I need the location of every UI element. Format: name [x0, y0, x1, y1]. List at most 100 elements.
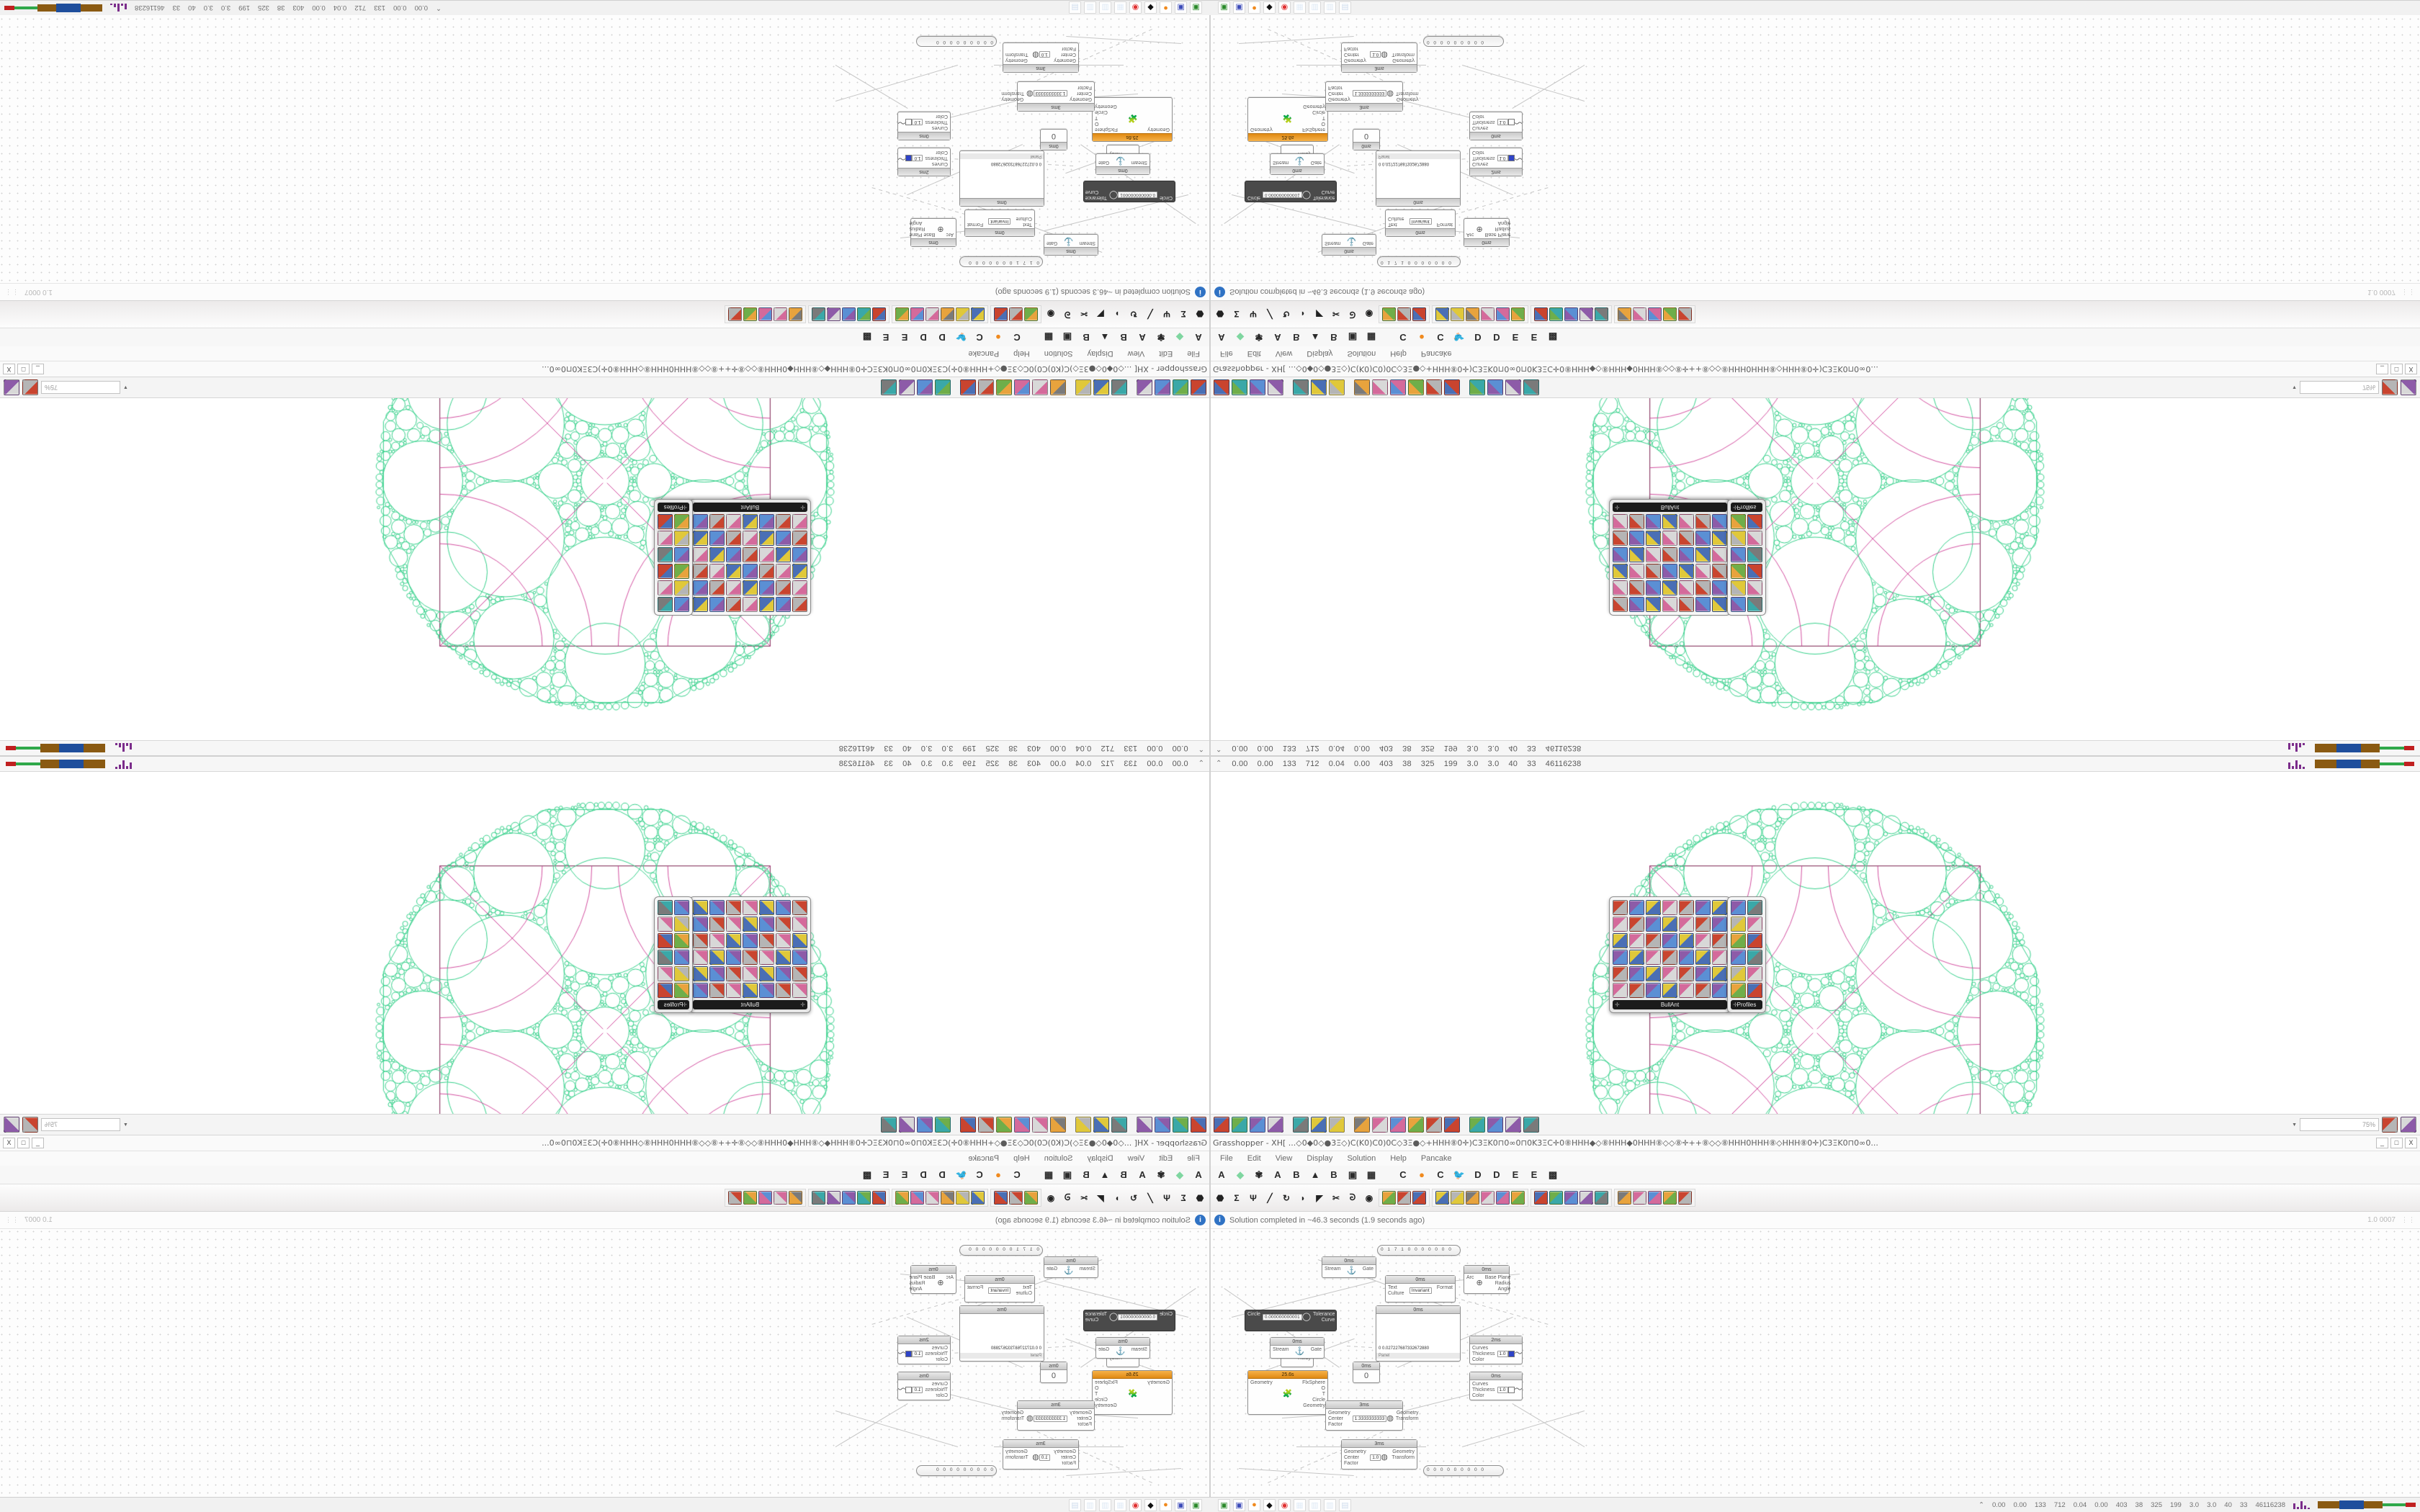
tab-sets-tab[interactable]: ✾	[1255, 1169, 1263, 1180]
open-icon[interactable]	[4, 379, 19, 395]
tab-display-tab[interactable]: C	[1399, 332, 1407, 343]
tab-lunchbox-tab[interactable]: 🐦	[1453, 1169, 1466, 1180]
rhino-display-toolbar[interactable]: ▼ 75%	[0, 1114, 1210, 1135]
ribbon-glyph-1[interactable]: Σ	[1234, 1192, 1240, 1203]
profile-tool-icon[interactable]	[1731, 900, 1746, 915]
gh-component-custom-preview-b[interactable]: 0ms Curves Thickness Color 1.0 〜	[1469, 1372, 1523, 1400]
bullant-tool-icon[interactable]	[1613, 597, 1628, 612]
bullant-tool-icon[interactable]	[759, 900, 774, 915]
output-param[interactable]: Curve	[1321, 1318, 1335, 1323]
bullant-tool-icon[interactable]	[1613, 580, 1628, 595]
bullant-tool-icon[interactable]	[1679, 900, 1694, 915]
bullant-tool-icon[interactable]	[709, 514, 725, 529]
bullant-tool-icon[interactable]	[726, 966, 741, 981]
bullant-tool-icon[interactable]	[1629, 580, 1644, 595]
grasshopper-ribbon[interactable]: ⬣ Σ Ψ ╱ ↻ ◗ ◤ ✂ ᘒ ◉	[1210, 300, 2420, 328]
bullant-tool-icon[interactable]	[693, 580, 708, 595]
tab-lunchbox-tab[interactable]: 🐦	[954, 1169, 967, 1180]
input-param[interactable]: Curves	[1472, 161, 1489, 166]
display-mode-icon-6[interactable]	[1075, 1117, 1091, 1133]
bullant-tool-icon[interactable]	[1646, 917, 1661, 932]
profiles-palette[interactable]: ✛ Profiles	[654, 499, 693, 616]
ribbon-component-icon[interactable]	[857, 307, 871, 321]
bullant-tool-icon[interactable]	[743, 564, 758, 579]
profile-tool-icon[interactable]	[658, 597, 673, 612]
ribbon-component-icon[interactable]	[1496, 307, 1510, 321]
profiles-palette-title[interactable]: ✛ Profiles	[658, 503, 689, 512]
profile-tool-icon[interactable]	[1731, 597, 1746, 612]
bullant-tool-icon[interactable]	[693, 564, 708, 579]
input-param[interactable]: Stream	[1273, 1347, 1289, 1352]
bullant-tool-icon[interactable]	[709, 900, 725, 915]
bullant-tool-icon[interactable]	[1646, 900, 1661, 915]
gh-component-panel-number[interactable]: 0ms 0 0.027227687332672880 Panel	[1376, 150, 1461, 207]
bullant-tool-icon[interactable]	[1712, 514, 1727, 529]
maximize-button[interactable]: □	[17, 364, 30, 375]
slider-value[interactable]: 0 0 0 0 0 0 0 0 0	[935, 1467, 993, 1472]
gh-component-stream-gate-b[interactable]: 0ms Stream ⚓ Gate	[1270, 153, 1325, 175]
tab-grid-tab[interactable]: ▩	[1548, 332, 1558, 343]
bullant-tool-icon[interactable]	[776, 900, 791, 915]
slider-value[interactable]: 0 0 0 0 0 0 0 0 0	[1427, 1467, 1485, 1472]
bullant-tool-icon[interactable]	[1679, 514, 1694, 529]
input-param[interactable]: Geometry	[1054, 1449, 1076, 1454]
tab-intersect-tab[interactable]: ▣	[1348, 1169, 1358, 1180]
display-mode-icon-9[interactable]	[1390, 379, 1406, 395]
tab-grid-tab[interactable]: ▩	[862, 332, 872, 343]
menu-item-file[interactable]: File	[1220, 349, 1233, 358]
menu-item-help[interactable]: Help	[1013, 349, 1030, 358]
bullant-tool-icon[interactable]	[1646, 966, 1661, 981]
ribbon-component-icon[interactable]	[895, 307, 909, 321]
input-param[interactable]: Geometry	[1070, 96, 1092, 102]
input-param[interactable]: Arc	[1466, 1275, 1474, 1280]
param-value[interactable]: 1.0	[912, 119, 923, 125]
gh-component-panel-number[interactable]: 0ms 0 0.027227687332672880 Panel	[959, 150, 1044, 207]
bullant-tool-icon[interactable]	[1662, 966, 1677, 981]
tab-curve-tab[interactable]: B	[1293, 1169, 1300, 1180]
display-mode-icon-8[interactable]	[1372, 379, 1388, 395]
tab-surface-tab[interactable]: ▲	[1310, 332, 1320, 343]
input-param[interactable]: Stream	[1273, 160, 1289, 165]
input-param[interactable]: Thickness	[1472, 156, 1495, 161]
ribbon-component-icon[interactable]	[1648, 1191, 1662, 1205]
output-param[interactable]: T	[1095, 1392, 1098, 1397]
bullant-tool-icon[interactable]	[792, 531, 807, 546]
input-param[interactable]: Geometry	[1328, 96, 1350, 102]
input-param[interactable]: Arc	[946, 232, 954, 237]
save-icon[interactable]	[2382, 379, 2398, 395]
rhino-icon[interactable]: ◉	[1278, 1, 1291, 14]
bullant-tool-icon[interactable]	[1695, 564, 1711, 579]
color-swatch[interactable]	[905, 119, 913, 125]
rhino-display-toolbar[interactable]: ▼ 75%	[1210, 377, 2420, 398]
tab-pufferfish-tab[interactable]: D	[1474, 1169, 1482, 1180]
bullant-tool-icon[interactable]	[792, 514, 807, 529]
param-value[interactable]: Invariant	[988, 218, 1011, 225]
bullant-tool-icon[interactable]	[1613, 531, 1628, 546]
display-mode-icon-4[interactable]	[1111, 1117, 1127, 1133]
menu-item-display[interactable]: Display	[1087, 1154, 1113, 1163]
output-param[interactable]: Circle	[1095, 109, 1108, 114]
gh-component-stream-gate-b[interactable]: 0ms Stream ⚓ Gate	[1095, 1337, 1150, 1359]
bullant-tool-icon[interactable]	[792, 933, 807, 948]
menu-item-solution[interactable]: Solution	[1347, 1154, 1376, 1163]
display-mode-icon-6[interactable]	[1329, 379, 1345, 395]
ribbon-glyph-9[interactable]: ◉	[1047, 1192, 1055, 1203]
display-mode-icon-7[interactable]	[1354, 1117, 1370, 1133]
grasshopper-menubar[interactable]: File Edit View Display Solution Help Pancake	[0, 1151, 1210, 1166]
tab-pancake-tab[interactable]: E	[1512, 332, 1519, 343]
ribbon-component-icon[interactable]	[758, 307, 772, 321]
bullant-tool-icon[interactable]	[1629, 564, 1644, 579]
input-param[interactable]: Curves	[931, 125, 948, 130]
ribbon-glyph-3[interactable]: ╱	[1267, 309, 1273, 320]
profiles-grid[interactable]	[1731, 514, 1762, 612]
palette-pin-icon[interactable]: ✛	[1615, 504, 1620, 510]
gh-component-flxsphere[interactable]: 25.6s Geometry 🧩 FlxSphere O T Circle Geometry	[1092, 1370, 1173, 1415]
ribbon-group-3[interactable]	[1614, 305, 1695, 323]
input-param[interactable]: Stream	[1079, 240, 1095, 246]
bullant-tool-icon[interactable]	[759, 514, 774, 529]
tab-curve-tab[interactable]: B	[1120, 1169, 1127, 1180]
menu-item-edit[interactable]: Edit	[1159, 349, 1173, 358]
bullant-tool-icon[interactable]	[759, 950, 774, 965]
profile-tool-icon[interactable]	[674, 983, 689, 998]
profile-tool-icon[interactable]	[1747, 547, 1762, 562]
